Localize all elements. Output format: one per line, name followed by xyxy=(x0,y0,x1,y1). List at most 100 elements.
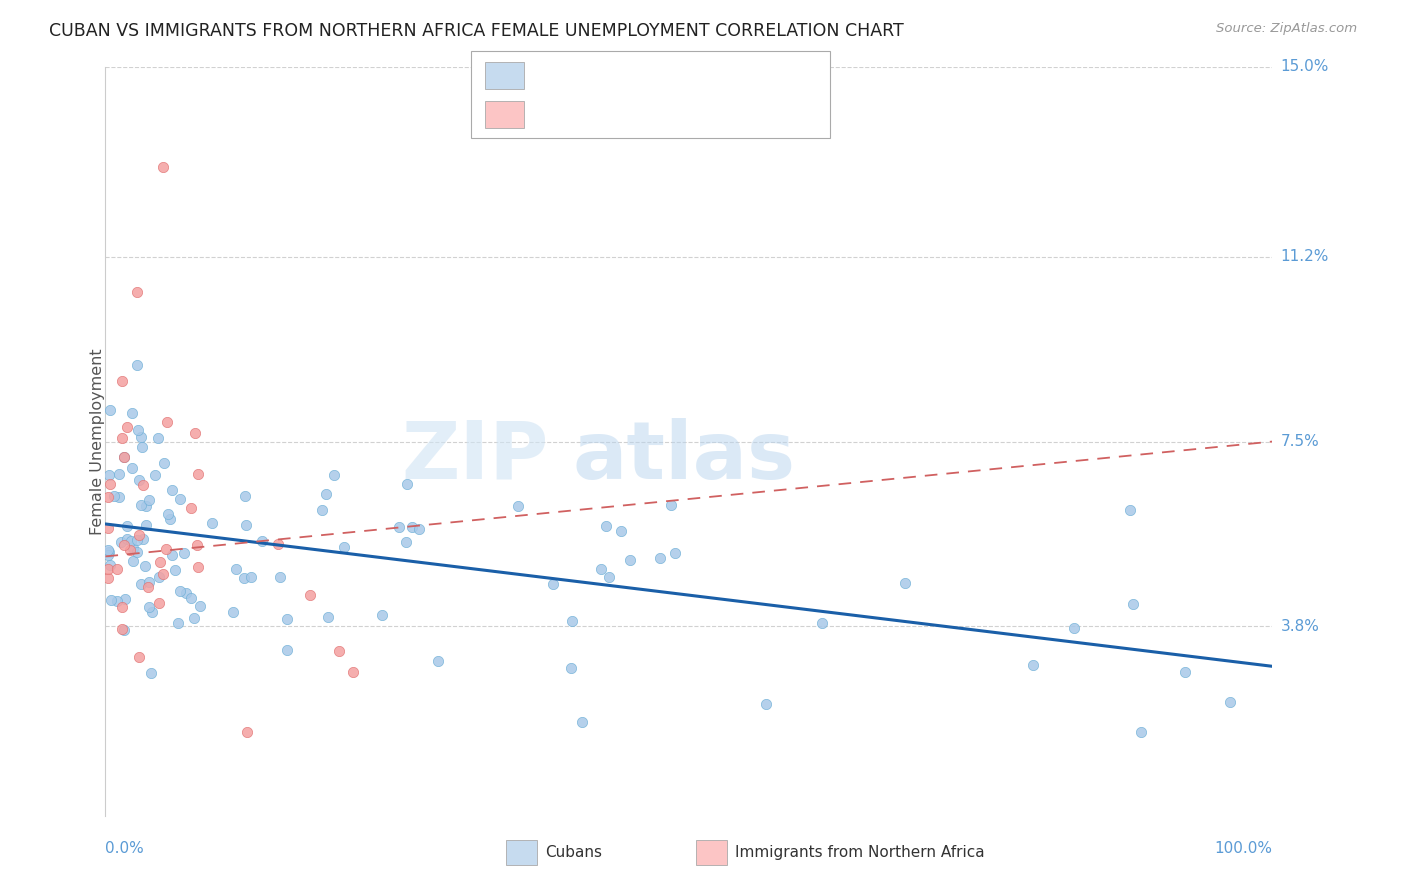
Point xyxy=(111,600,134,615)
Point xyxy=(148,570,170,584)
Point xyxy=(97,571,120,585)
Point xyxy=(187,559,209,574)
Point xyxy=(100,593,122,607)
Point xyxy=(163,563,186,577)
Point xyxy=(98,402,121,417)
Point xyxy=(427,653,450,667)
Point xyxy=(120,534,142,549)
Point xyxy=(184,426,207,441)
Text: N =: N = xyxy=(672,69,706,83)
Point xyxy=(1174,665,1197,680)
Point xyxy=(103,489,125,503)
Point xyxy=(111,374,134,388)
Point xyxy=(135,499,157,513)
Point xyxy=(648,551,671,566)
Point xyxy=(148,596,170,610)
Text: 3.8%: 3.8% xyxy=(1281,619,1320,634)
Point xyxy=(97,468,120,483)
Point xyxy=(162,548,184,562)
Point xyxy=(370,607,392,622)
Point xyxy=(121,554,143,568)
Point xyxy=(120,543,142,558)
Point xyxy=(388,519,411,533)
Point xyxy=(117,533,139,547)
Point xyxy=(111,622,134,636)
Point xyxy=(114,592,136,607)
Point xyxy=(134,558,156,573)
Point xyxy=(571,715,593,730)
Point xyxy=(664,546,686,560)
Text: Immigrants from Northern Africa: Immigrants from Northern Africa xyxy=(735,846,986,860)
Point xyxy=(155,541,177,556)
Point xyxy=(139,665,162,680)
Point xyxy=(149,555,172,569)
Point xyxy=(131,577,153,591)
Point xyxy=(395,476,418,491)
Text: CUBAN VS IMMIGRANTS FROM NORTHERN AFRICA FEMALE UNEMPLOYMENT CORRELATION CHART: CUBAN VS IMMIGRANTS FROM NORTHERN AFRICA… xyxy=(49,22,904,40)
Point xyxy=(136,580,159,594)
Point xyxy=(755,698,778,712)
Text: ZIP: ZIP xyxy=(402,417,548,496)
Point xyxy=(543,577,565,591)
Point xyxy=(129,429,152,443)
Point xyxy=(1022,658,1045,673)
Point xyxy=(122,541,145,556)
Point xyxy=(169,583,191,598)
Point xyxy=(108,490,131,504)
Point xyxy=(146,431,169,445)
Point xyxy=(619,553,641,567)
Point xyxy=(235,517,257,532)
Point xyxy=(401,520,423,534)
Point xyxy=(115,420,138,434)
Point xyxy=(131,477,153,491)
Point xyxy=(595,519,617,533)
Text: 100.0%: 100.0% xyxy=(1215,841,1272,856)
Point xyxy=(112,450,135,464)
Point xyxy=(323,467,346,482)
Text: atlas: atlas xyxy=(572,417,796,496)
Point xyxy=(328,643,350,657)
Point xyxy=(589,562,612,576)
Point xyxy=(276,642,298,657)
Point xyxy=(128,528,150,542)
Point xyxy=(125,533,148,547)
Point xyxy=(125,544,148,558)
Point xyxy=(98,558,121,572)
Point xyxy=(127,358,149,372)
Point xyxy=(201,516,224,530)
Point xyxy=(269,570,291,584)
Point xyxy=(121,406,143,420)
Point xyxy=(186,538,208,552)
Point xyxy=(1130,724,1153,739)
Text: 0.023: 0.023 xyxy=(581,107,631,121)
Text: 35: 35 xyxy=(714,107,737,121)
Point xyxy=(97,548,120,562)
Text: R =: R = xyxy=(538,107,572,121)
Point xyxy=(266,537,288,551)
Point xyxy=(112,623,135,637)
Point xyxy=(152,160,174,174)
Point xyxy=(232,570,254,584)
Point xyxy=(395,534,418,549)
Point xyxy=(315,487,337,501)
Point xyxy=(152,566,174,581)
Point xyxy=(276,612,298,626)
Point xyxy=(225,562,247,576)
Point xyxy=(180,501,202,516)
Text: R =: R = xyxy=(538,69,572,83)
Text: N =: N = xyxy=(672,107,706,121)
Point xyxy=(811,615,834,630)
Point xyxy=(98,545,121,559)
Point xyxy=(153,456,176,470)
Point xyxy=(112,450,135,465)
Point xyxy=(508,499,530,513)
Point xyxy=(108,467,131,481)
Point xyxy=(115,519,138,533)
Point xyxy=(97,543,120,558)
Text: 15.0%: 15.0% xyxy=(1281,60,1329,74)
Point xyxy=(187,467,209,481)
Point xyxy=(1063,621,1085,635)
Point xyxy=(659,498,682,512)
Point xyxy=(609,524,631,539)
Point xyxy=(129,499,152,513)
